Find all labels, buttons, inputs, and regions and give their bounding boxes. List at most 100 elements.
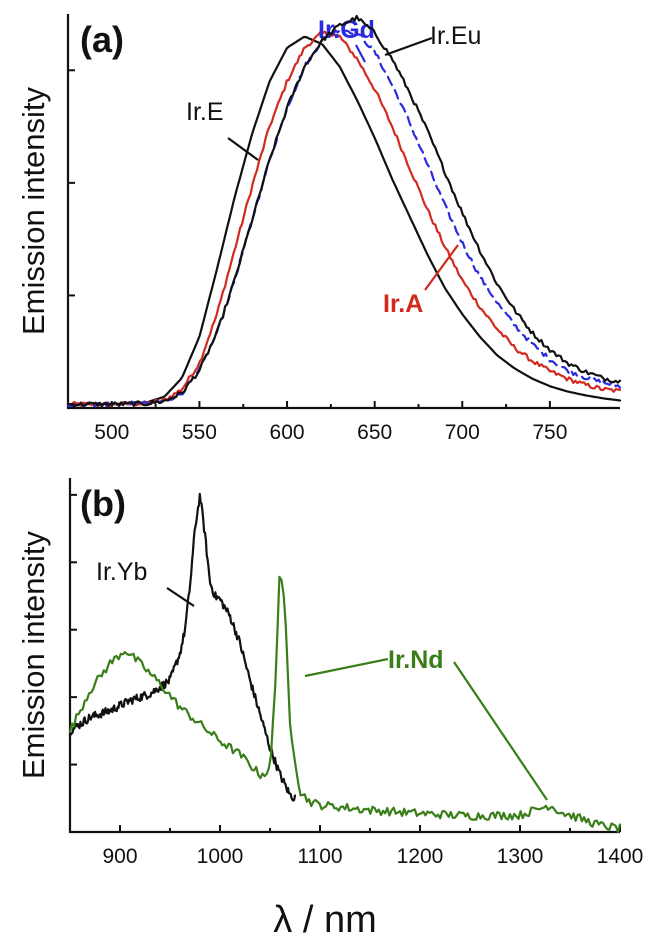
data-point-ir-a — [356, 58, 358, 60]
data-point-ir-eu — [497, 283, 499, 285]
data-point-ir-eu — [584, 371, 586, 373]
series-label-ir-gd: Ir.Gd — [318, 16, 375, 44]
data-point-ir-nd — [219, 740, 221, 742]
data-point-ir-a — [426, 208, 428, 210]
data-point-ir-nd — [259, 774, 261, 776]
y-axis-title: Emission intensity — [16, 86, 51, 335]
data-point-ir-yb — [89, 717, 91, 719]
data-point-ir-e — [602, 397, 604, 399]
data-point-ir-e — [356, 100, 358, 102]
data-point-ir-e — [164, 396, 166, 398]
data-point-ir-e — [374, 137, 376, 139]
data-point-ir-yb — [209, 582, 211, 584]
data-point-ir-a — [549, 370, 551, 372]
data-point-ir-a — [286, 81, 288, 83]
data-point-ir-eu — [146, 403, 148, 405]
data-point-ir-eu — [444, 171, 446, 173]
data-point-ir-nd — [519, 814, 521, 816]
data-point-ir-eu — [234, 280, 236, 282]
data-point-ir-gd — [532, 343, 534, 345]
data-point-ir-nd — [419, 813, 421, 815]
data-point-ir-yb — [239, 642, 241, 644]
data-point-ir-nd — [619, 828, 621, 830]
series-label-ir-eu: Ir.Eu — [430, 22, 481, 50]
data-point-ir-e — [549, 385, 551, 387]
data-point-ir-nd — [319, 804, 321, 806]
panel-a: 500 550 600 650 700 750 Emission intensity (a) I… — [16, 14, 621, 444]
data-point-ir-nd — [179, 706, 181, 708]
data-point-ir-a — [602, 388, 604, 390]
x-tick-label: 500 — [94, 421, 129, 444]
data-point-ir-nd — [309, 801, 311, 803]
data-point-ir-nd — [289, 723, 291, 725]
data-point-ir-eu — [321, 39, 323, 41]
data-point-ir-nd — [599, 824, 601, 826]
data-point-ir-eu — [199, 370, 201, 372]
data-point-ir-eu — [269, 160, 271, 162]
data-point-ir-eu — [514, 310, 516, 312]
leader-line — [454, 662, 547, 800]
data-point-ir-e — [251, 133, 253, 135]
data-point-ir-eu — [426, 130, 428, 132]
data-point-ir-e — [391, 178, 393, 180]
series-ir-yb — [70, 494, 295, 801]
series-ir-gd — [68, 30, 620, 406]
data-point-ir-nd — [159, 683, 161, 685]
data-point-ir-nd — [469, 815, 471, 817]
data-point-ir-yb — [109, 710, 111, 712]
data-point-ir-gd — [479, 276, 481, 278]
data-point-ir-a — [567, 378, 569, 380]
data-point-ir-a — [532, 360, 534, 362]
data-point-ir-gd — [409, 122, 411, 124]
data-point-ir-yb — [214, 595, 216, 597]
data-point-ir-nd — [579, 818, 581, 820]
data-point-ir-eu — [181, 392, 183, 394]
data-point-ir-a — [479, 306, 481, 308]
leader-line — [385, 38, 432, 55]
data-point-ir-a — [391, 126, 393, 128]
data-point-ir-nd — [269, 771, 271, 773]
x-tick-label: 750 — [532, 421, 567, 444]
data-point-ir-gd — [514, 325, 516, 327]
data-point-ir-e — [409, 216, 411, 218]
data-point-ir-a — [584, 384, 586, 386]
data-point-ir-e — [234, 197, 236, 199]
leader-line — [228, 138, 258, 160]
leader-line — [305, 659, 388, 676]
x-tick-label: 1400 — [597, 845, 644, 868]
data-point-ir-e — [584, 394, 586, 396]
data-point-ir-gd — [497, 302, 499, 304]
data-point-ir-e — [339, 66, 341, 68]
data-point-ir-nd — [549, 804, 551, 806]
data-point-ir-gd — [374, 51, 376, 53]
data-point-ir-a — [181, 388, 183, 390]
series-label-ir-e: Ir.E — [186, 98, 224, 126]
data-point-ir-gd — [549, 358, 551, 360]
data-point-ir-nd — [279, 561, 281, 563]
x-tick-label: 700 — [445, 421, 480, 444]
data-point-ir-eu — [479, 250, 481, 252]
data-point-ir-eu — [532, 332, 534, 334]
data-point-ir-gd — [426, 163, 428, 165]
data-point-ir-eu — [374, 32, 376, 34]
data-point-ir-nd — [124, 649, 126, 651]
data-point-ir-eu — [304, 66, 306, 68]
data-point-ir-eu — [391, 58, 393, 60]
data-point-ir-nd — [109, 663, 111, 665]
data-point-ir-yb — [219, 599, 221, 601]
data-point-ir-yb — [289, 794, 291, 796]
data-point-ir-yb — [199, 494, 201, 496]
data-point-ir-a — [619, 390, 621, 392]
data-point-ir-e — [304, 36, 306, 38]
data-point-ir-e — [514, 368, 516, 370]
data-point-ir-gd — [602, 382, 604, 384]
data-point-ir-e — [619, 400, 621, 402]
series-label-ir-nd: Ir.Nd — [388, 646, 444, 674]
data-point-ir-e — [461, 313, 463, 315]
data-point-ir-yb — [279, 774, 281, 776]
data-point-ir-nd — [369, 809, 371, 811]
data-point-ir-yb — [149, 693, 151, 695]
series-ir-nd — [70, 577, 620, 832]
data-point-ir-eu — [619, 381, 621, 383]
data-point-ir-eu — [251, 220, 253, 222]
